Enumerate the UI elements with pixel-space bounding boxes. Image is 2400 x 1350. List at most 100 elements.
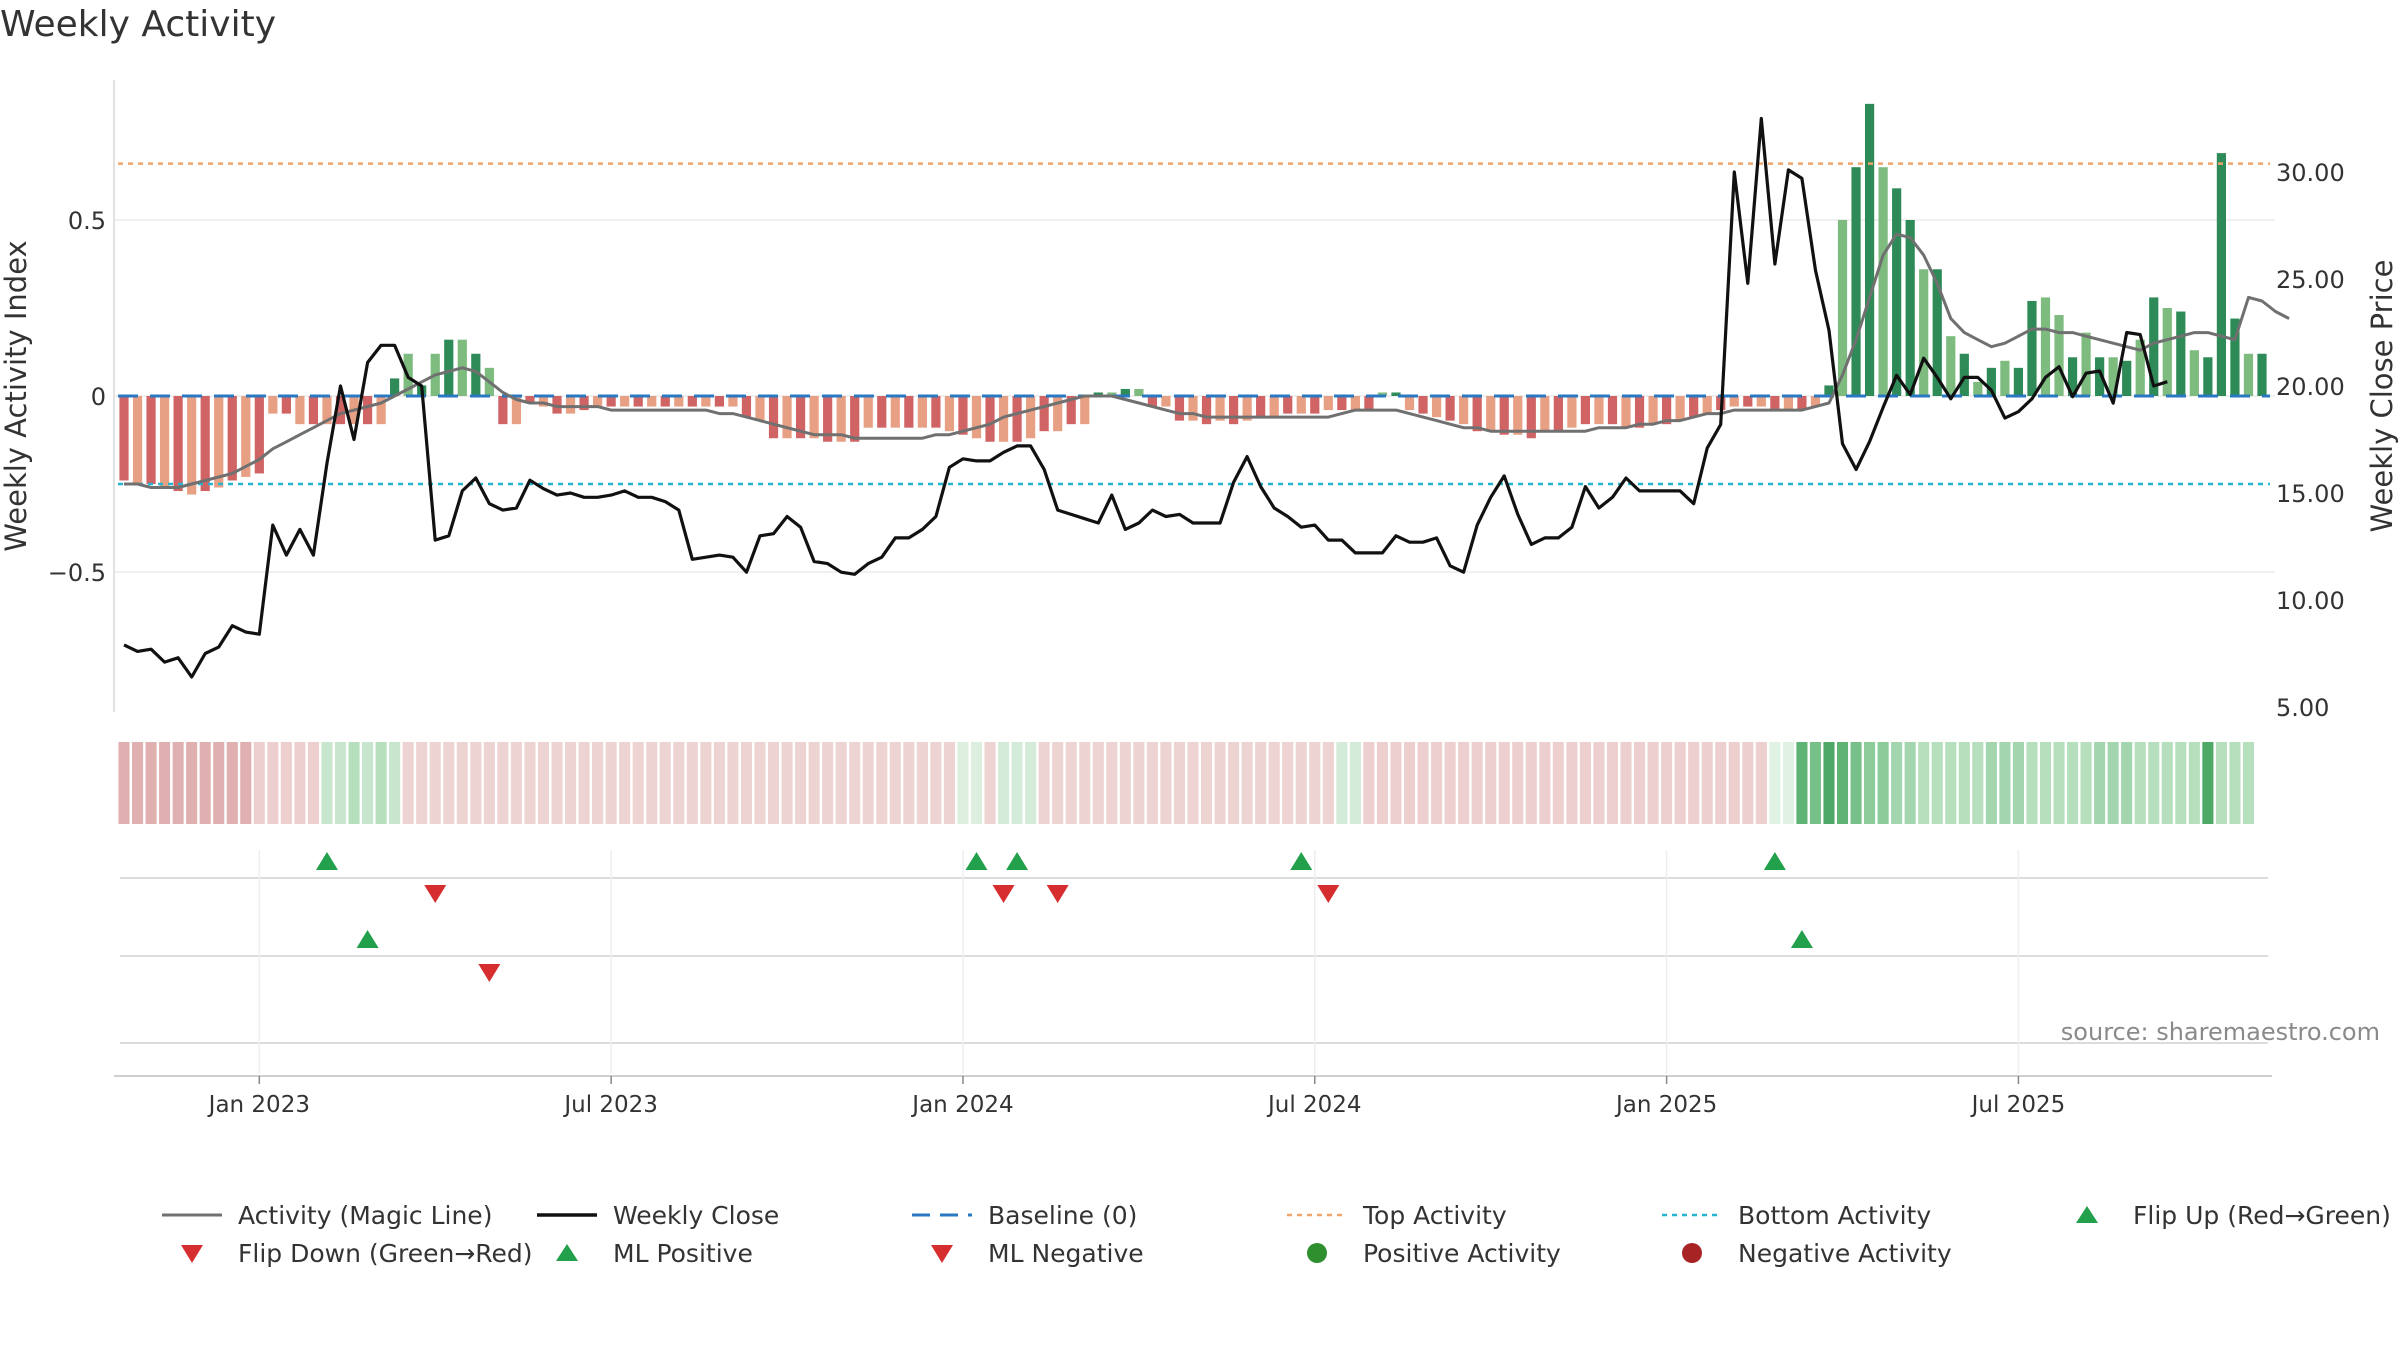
- activity-bar: [1986, 367, 1996, 396]
- strip-cell: [1390, 742, 1402, 824]
- activity-bar: [1540, 396, 1550, 432]
- activity-bar: [1431, 396, 1442, 418]
- activity-bar: [2027, 300, 2037, 396]
- strip-cell: [1755, 742, 1767, 824]
- activity-bar: [1026, 396, 1036, 439]
- legend-item: Activity (Magic Line): [160, 1200, 492, 1230]
- activity-bar: [1269, 396, 1279, 418]
- activity-bar: [863, 396, 873, 428]
- strip-cell: [334, 742, 347, 824]
- activity-bar: [2243, 353, 2254, 396]
- strip-cell: [1214, 742, 1226, 824]
- x-tick-label: Jan 2024: [910, 1092, 1013, 1118]
- activity-bar: [159, 396, 170, 488]
- strip-cell: [592, 742, 604, 824]
- series-lines: [123, 116, 2290, 679]
- activity-bar: [1228, 396, 1239, 425]
- activity-bar: [2122, 360, 2132, 396]
- strip-cell: [1376, 742, 1388, 824]
- strip-cell: [1431, 742, 1443, 824]
- activity-bar: [2000, 360, 2010, 396]
- activity-bar: [1973, 381, 1983, 396]
- strip-cell: [1471, 742, 1483, 824]
- activity-bar: [1580, 396, 1591, 425]
- activity-bar: [1864, 103, 1875, 396]
- activity-bar: [1662, 396, 1672, 425]
- strip-cell: [1999, 742, 2011, 824]
- strip-cell: [2080, 742, 2092, 824]
- activity-bar: [2189, 350, 2199, 396]
- activity-bar: [1553, 396, 1563, 432]
- strip-cell: [280, 742, 292, 824]
- y-axis-right-label: Weekly Close Price: [2365, 260, 2399, 533]
- strip-cell: [145, 742, 157, 824]
- activity-bar: [971, 396, 982, 439]
- strip-cell: [375, 742, 387, 824]
- activity-bar: [1418, 396, 1428, 414]
- activity-bar: [1404, 396, 1415, 411]
- strip-cell: [402, 742, 414, 824]
- activity-bar: [2081, 332, 2091, 396]
- activity-heat-strip: [118, 742, 2255, 824]
- strip-cell: [1620, 742, 1632, 824]
- activity-bar: [471, 353, 481, 396]
- activity-bar: [132, 396, 143, 484]
- source-text: source: sharemaestro.com: [2061, 1018, 2380, 1046]
- activity-bar: [538, 396, 549, 407]
- strip-cell: [456, 742, 468, 824]
- activity-bar: [1648, 396, 1658, 425]
- strip-cell: [348, 742, 360, 824]
- activity-bar: [376, 396, 386, 425]
- strip-cell: [943, 742, 955, 824]
- left-tick-label: −0.5: [48, 559, 106, 587]
- strip-cell: [1769, 742, 1781, 824]
- activity-bar: [200, 396, 210, 492]
- strip-cell: [646, 742, 658, 824]
- strip-cell: [2148, 742, 2160, 824]
- activity-bar: [295, 396, 305, 425]
- strip-cell: [1809, 742, 1822, 824]
- strip-cell: [659, 742, 671, 824]
- strip-cell: [240, 742, 252, 824]
- activity-bar: [944, 396, 955, 432]
- strip-cell: [1255, 742, 1267, 824]
- activity-bar: [1147, 396, 1158, 407]
- activity-bar: [1621, 396, 1631, 428]
- activity-bar: [1134, 388, 1144, 396]
- strip-cell: [1119, 742, 1131, 824]
- activity-bar: [2095, 357, 2105, 396]
- activity-bar: [1161, 396, 1171, 407]
- strip-cell: [1850, 742, 1862, 824]
- strip-cell: [767, 742, 780, 824]
- strip-cell: [537, 742, 550, 824]
- strip-cell: [1633, 742, 1646, 824]
- strip-cell: [1796, 742, 1808, 824]
- strip-cell: [1742, 742, 1754, 824]
- activity-bar: [904, 396, 914, 428]
- flip-down-marker: [424, 885, 447, 903]
- activity-bar: [1201, 396, 1212, 425]
- flip-down-marker: [992, 885, 1015, 903]
- activity-bar: [1513, 396, 1523, 435]
- strip-cell: [1187, 742, 1199, 824]
- strip-cell: [551, 742, 563, 824]
- activity-bar: [2013, 367, 2024, 396]
- strip-cell: [862, 742, 874, 824]
- x-tick-label: Jul 2025: [1970, 1092, 2066, 1118]
- activity-bar: [633, 396, 643, 407]
- activity-bar: [795, 396, 806, 439]
- strip-cell: [416, 742, 428, 824]
- tri-down-red-icon: [160, 1238, 224, 1268]
- ml-positive-marker: [356, 930, 379, 948]
- strip-cell: [1823, 742, 1835, 824]
- activity-bar: [335, 396, 346, 425]
- legend-label: Flip Up (Red→Green): [2133, 1200, 2391, 1230]
- strip-cell: [2121, 742, 2133, 824]
- strip-cell: [483, 742, 495, 824]
- flip-up-marker: [1006, 852, 1029, 870]
- strip-cell: [619, 742, 631, 824]
- strip-cell: [957, 742, 969, 824]
- activity-bar: [498, 396, 508, 425]
- activity-bar: [1350, 396, 1360, 411]
- activity-bar: [890, 396, 900, 428]
